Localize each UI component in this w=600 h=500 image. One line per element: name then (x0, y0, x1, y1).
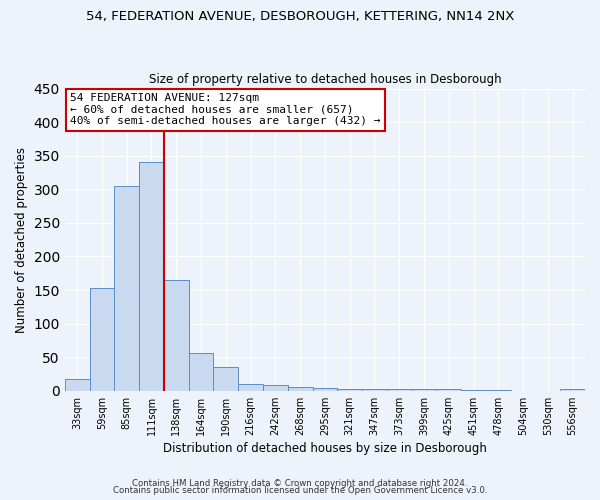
Bar (89, 288, 115, 391)
Bar (263, 386, 288, 391)
Bar (115, 186, 139, 391)
Bar (560, 390, 585, 391)
Bar (412, 390, 436, 391)
Y-axis label: Number of detached properties: Number of detached properties (15, 146, 28, 332)
Bar (139, 162, 164, 391)
Bar (188, 352, 214, 391)
Bar (288, 388, 313, 391)
Text: Contains HM Land Registry data © Crown copyright and database right 2024.: Contains HM Land Registry data © Crown c… (132, 478, 468, 488)
Bar (214, 368, 238, 391)
Bar (313, 388, 337, 391)
Bar (164, 280, 188, 391)
Bar (337, 389, 362, 391)
Bar (486, 390, 511, 391)
X-axis label: Distribution of detached houses by size in Desborough: Distribution of detached houses by size … (163, 442, 487, 455)
Bar (387, 390, 412, 391)
Text: 54 FEDERATION AVENUE: 127sqm
← 60% of detached houses are smaller (657)
40% of s: 54 FEDERATION AVENUE: 127sqm ← 60% of de… (70, 93, 380, 126)
Bar (65, 380, 89, 391)
Text: 54, FEDERATION AVENUE, DESBOROUGH, KETTERING, NN14 2NX: 54, FEDERATION AVENUE, DESBOROUGH, KETTE… (86, 10, 514, 23)
Bar (436, 390, 461, 391)
Bar (461, 390, 486, 391)
Title: Size of property relative to detached houses in Desborough: Size of property relative to detached ho… (149, 73, 501, 86)
Text: Contains public sector information licensed under the Open Government Licence v3: Contains public sector information licen… (113, 486, 487, 495)
Bar (362, 390, 387, 391)
Bar (238, 384, 263, 391)
